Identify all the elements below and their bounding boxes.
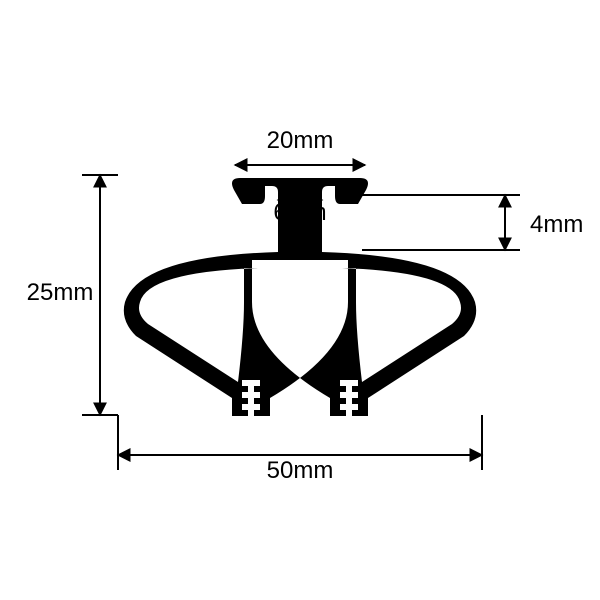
cross-section-diagram: 50mm 25mm 20mm 6mm 4mm (0, 0, 600, 600)
dim-slot-inner: 6mm (273, 199, 326, 226)
dim-width-overall: 50mm (267, 457, 334, 484)
dim-slot-outer: 20mm (267, 127, 334, 154)
dim-lip-height: 4mm (530, 211, 583, 238)
dim-height-overall: 25mm (27, 279, 94, 306)
